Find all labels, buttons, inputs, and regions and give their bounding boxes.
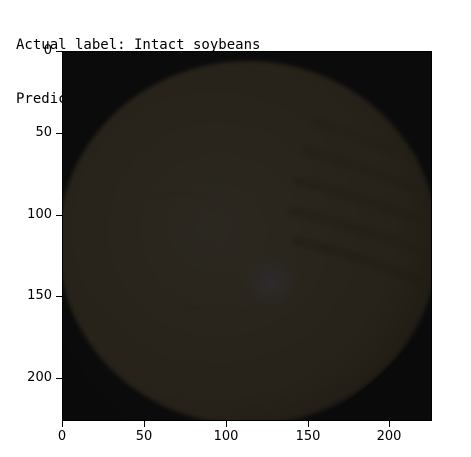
x-tick-label: 50 bbox=[135, 429, 153, 444]
y-tick-mark bbox=[56, 378, 62, 379]
x-tick-label: 100 bbox=[213, 429, 239, 444]
y-tick-label: 100 bbox=[27, 207, 52, 222]
y-tick-mark bbox=[56, 51, 62, 52]
y-tick-label: 200 bbox=[27, 370, 52, 385]
y-tick-mark bbox=[56, 296, 62, 297]
actual-label: Actual label: Intact soybeans bbox=[16, 37, 261, 53]
x-tick-mark bbox=[144, 421, 145, 427]
x-tick-label: 0 bbox=[57, 429, 67, 444]
x-tick-mark bbox=[389, 421, 390, 427]
x-tick-mark bbox=[308, 421, 309, 427]
soybean-photo bbox=[62, 51, 432, 421]
y-tick-label: 50 bbox=[35, 125, 52, 140]
x-tick-label: 200 bbox=[376, 429, 402, 444]
x-tick-mark bbox=[62, 421, 63, 427]
y-tick-mark bbox=[56, 215, 62, 216]
y-tick-label: 0 bbox=[43, 43, 52, 58]
image-panel bbox=[62, 51, 432, 421]
x-tick-label: 150 bbox=[295, 429, 321, 444]
x-tick-mark bbox=[226, 421, 227, 427]
y-tick-label: 150 bbox=[27, 288, 52, 303]
y-tick-mark bbox=[56, 133, 62, 134]
